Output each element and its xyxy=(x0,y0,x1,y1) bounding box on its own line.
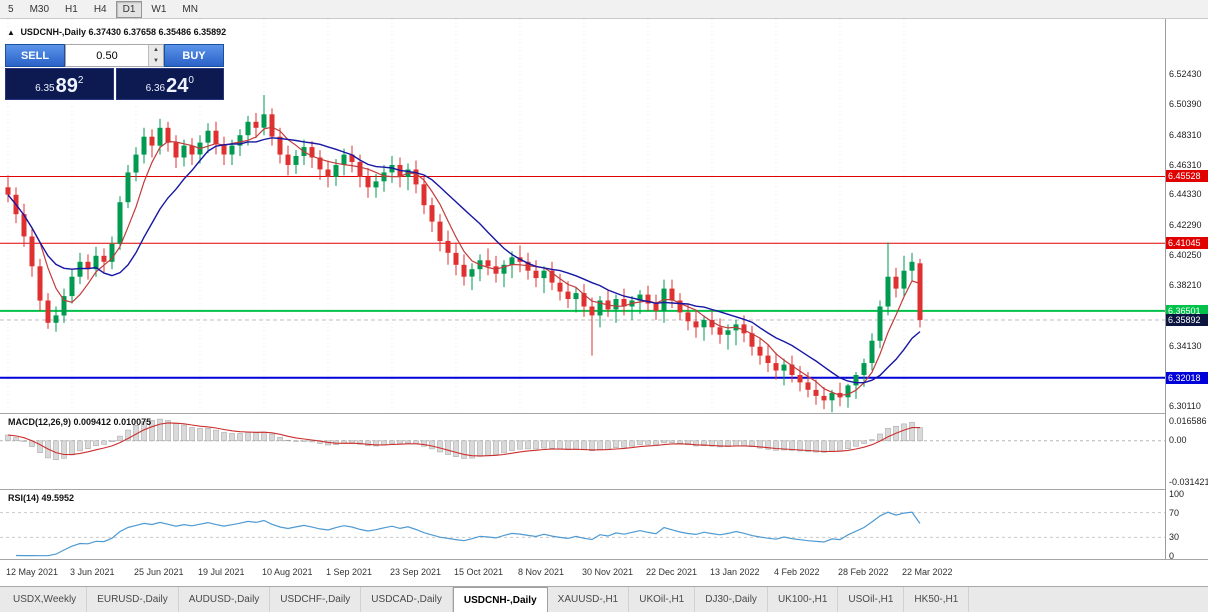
tab-uk100-h1[interactable]: UK100-,H1 xyxy=(768,587,839,612)
ask-big-digits: 24 xyxy=(166,75,189,97)
price-axis-label: 6.38210 xyxy=(1169,280,1202,291)
price-axis[interactable]: 6.52430 6.50390 6.48310 6.46310 6.44330 … xyxy=(1165,19,1208,561)
timeframe-button[interactable]: H1 xyxy=(58,1,85,18)
tab-usdcnh-daily[interactable]: USDCNH-,Daily xyxy=(452,587,548,612)
tab-usdx-weekly[interactable]: USDX,Weekly xyxy=(3,587,88,612)
price-axis-label: 6.44330 xyxy=(1169,189,1202,200)
macd-panel: MACD(12,26,9) 0.009412 0.010075 xyxy=(0,413,1208,489)
timeframe-button[interactable]: H4 xyxy=(87,1,114,18)
bid-price-display[interactable]: 6.35 89 2 xyxy=(5,68,114,100)
tab-hk50-h1[interactable]: HK50-,H1 xyxy=(904,587,970,612)
tab-eurusd-daily[interactable]: EURUSD-,Daily xyxy=(87,587,179,612)
rsi-axis-label: 70 xyxy=(1169,507,1180,518)
chart-symbol-title: USDCNH-,Daily xyxy=(20,27,86,37)
tab-usdchf-daily[interactable]: USDCHF-,Daily xyxy=(270,587,362,612)
date-tick-label: 13 Jan 2022 xyxy=(710,567,760,577)
rsi-axis-label: 100 xyxy=(1169,489,1185,499)
timeframe-button[interactable]: M30 xyxy=(23,1,56,18)
one-click-trading-widget: SELL ▲ ▼ BUY 6.35 89 2 6.36 24 0 xyxy=(5,44,224,100)
date-tick-label: 25 Jun 2021 xyxy=(134,567,184,577)
sell-button[interactable]: SELL xyxy=(5,44,65,67)
support-price-tag: 6.32018 xyxy=(1166,371,1208,384)
price-axis-label: 6.48310 xyxy=(1169,130,1202,141)
macd-chart[interactable] xyxy=(0,414,1165,489)
date-tick-label: 22 Mar 2022 xyxy=(902,567,953,577)
date-tick-label: 3 Jun 2021 xyxy=(70,567,115,577)
date-tick-label: 15 Oct 2021 xyxy=(454,567,504,577)
timeframe-toolbar: 5 M30 H1 H4 D1 W1 MN xyxy=(0,0,1208,19)
bid-big-digits: 89 xyxy=(55,75,78,97)
date-tick-label: 10 Aug 2021 xyxy=(262,567,313,577)
rsi-axis-label: 0 xyxy=(1169,551,1175,561)
date-tick-label: 23 Sep 2021 xyxy=(390,567,442,577)
candlestick-chart[interactable] xyxy=(0,19,1165,413)
ask-prefix: 6.36 xyxy=(145,83,166,94)
timeframe-button[interactable]: MN xyxy=(175,1,205,18)
macd-axis-label: -0.031421 xyxy=(1169,477,1208,487)
ask-price-display[interactable]: 6.36 24 0 xyxy=(115,68,224,100)
tab-audusd-daily[interactable]: AUDUSD-,Daily xyxy=(179,587,271,612)
timeframe-button-d1[interactable]: D1 xyxy=(115,0,143,18)
ask-pipette: 0 xyxy=(188,75,194,86)
macd-axis-label: 0.00 xyxy=(1169,434,1187,445)
main-chart-panel xyxy=(0,19,1165,413)
price-axis-label: 6.42290 xyxy=(1169,219,1202,230)
tab-dj30-daily[interactable]: DJ30-,Daily xyxy=(695,587,768,612)
buy-button[interactable]: BUY xyxy=(164,44,224,67)
collapse-trade-widget-icon[interactable]: ▲ xyxy=(7,28,15,37)
volume-up-icon[interactable]: ▲ xyxy=(149,45,163,56)
bid-price-tag: 6.35892 xyxy=(1166,314,1208,326)
macd-axis-label: 0.016586 xyxy=(1169,416,1207,426)
chart-header: ▲ USDCNH-,Daily 6.37430 6.37658 6.35486 … xyxy=(7,27,226,37)
tab-usoil-h1[interactable]: USOil-,H1 xyxy=(838,587,905,612)
date-tick-label: 1 Sep 2021 xyxy=(326,567,373,577)
date-tick-label: 19 Jul 2021 xyxy=(198,567,245,577)
timeframe-button[interactable]: W1 xyxy=(144,1,173,18)
macd-title: MACD(12,26,9) 0.009412 0.010075 xyxy=(8,417,152,427)
price-axis-label: 6.30110 xyxy=(1169,401,1201,412)
date-tick-label: 8 Nov 2021 xyxy=(518,567,565,577)
date-tick-label: 28 Feb 2022 xyxy=(838,567,889,577)
price-axis-label: 6.34130 xyxy=(1169,341,1202,352)
date-tick-label: 4 Feb 2022 xyxy=(774,567,820,577)
volume-stepper: ▲ ▼ xyxy=(148,45,163,66)
volume-box: ▲ ▼ xyxy=(65,44,164,67)
tab-xauusd-h1[interactable]: XAUUSD-,H1 xyxy=(548,587,630,612)
tab-ukoil-h1[interactable]: UKOil-,H1 xyxy=(629,587,696,612)
bid-pipette: 2 xyxy=(77,75,84,86)
price-axis-label: 6.50390 xyxy=(1169,99,1202,110)
chart-ohlc-values: 6.37430 6.37658 6.35486 6.35892 xyxy=(88,27,227,37)
resistance-price-tag: 6.45528 xyxy=(1166,170,1208,183)
volume-input[interactable] xyxy=(66,45,148,66)
date-axis[interactable]: 12 May 2021 3 Jun 2021 25 Jun 2021 19 Ju… xyxy=(0,559,1208,586)
support-price-tag: 6.36501 xyxy=(1166,304,1208,317)
rsi-axis-label: 30 xyxy=(1169,532,1180,543)
chart-tab-bar: USDX,Weekly EURUSD-,Daily AUDUSD-,Daily … xyxy=(0,586,1208,612)
price-axis-label: 6.40250 xyxy=(1169,250,1202,261)
date-tick-label: 30 Nov 2021 xyxy=(582,567,634,577)
timeframe-button[interactable]: 5 xyxy=(1,1,21,18)
bid-prefix: 6.35 xyxy=(35,83,55,94)
price-axis-label: 6.52430 xyxy=(1169,68,1202,79)
resistance-price-tag: 6.41045 xyxy=(1166,237,1208,250)
tab-usdcad-daily[interactable]: USDCAD-,Daily xyxy=(361,587,453,612)
date-tick-label: 12 May 2021 xyxy=(6,567,59,577)
rsi-chart[interactable] xyxy=(0,490,1165,559)
price-axis-label: 6.46310 xyxy=(1169,159,1202,170)
rsi-title: RSI(14) 49.5952 xyxy=(8,493,75,503)
volume-down-icon[interactable]: ▼ xyxy=(149,55,163,66)
date-tick-label: 22 Dec 2021 xyxy=(646,567,698,577)
rsi-panel: RSI(14) 49.5952 xyxy=(0,489,1208,559)
